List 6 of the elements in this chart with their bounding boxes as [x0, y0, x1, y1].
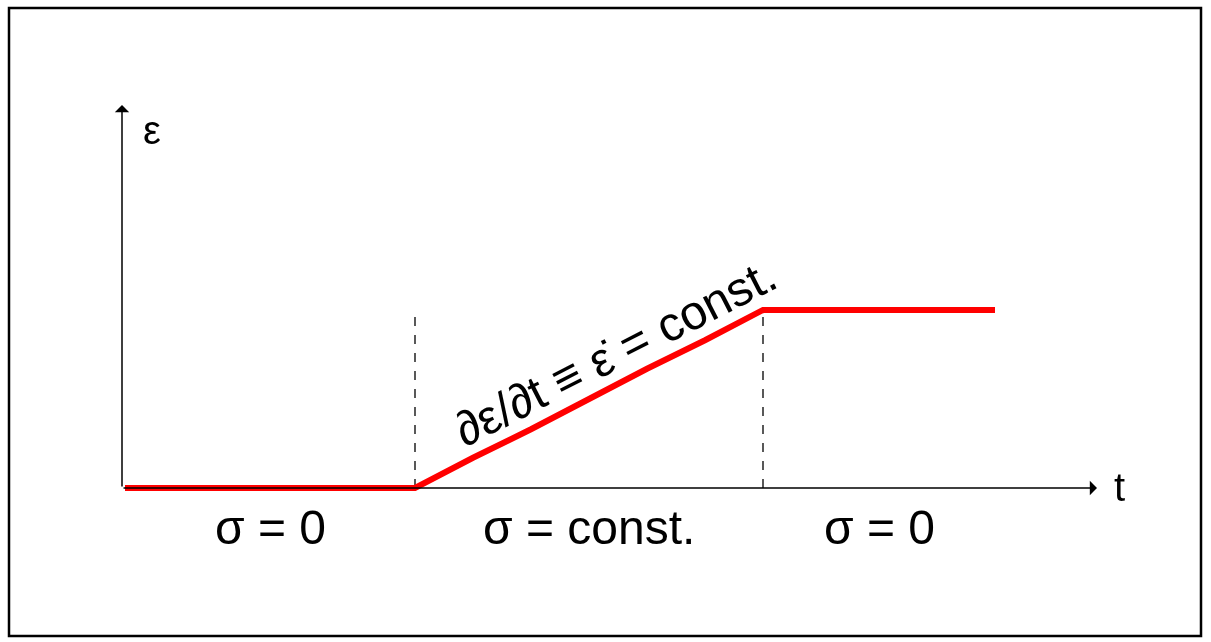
text: σ = 0 [824, 501, 936, 554]
x-axis-title: t [1114, 465, 1126, 509]
annotation: ∂ε/∂t ≡ ε̇ = const. [445, 247, 786, 457]
text: σ = const. [483, 501, 696, 554]
text: σ = 0 [215, 501, 327, 554]
y-axis-title: ε [143, 108, 161, 152]
